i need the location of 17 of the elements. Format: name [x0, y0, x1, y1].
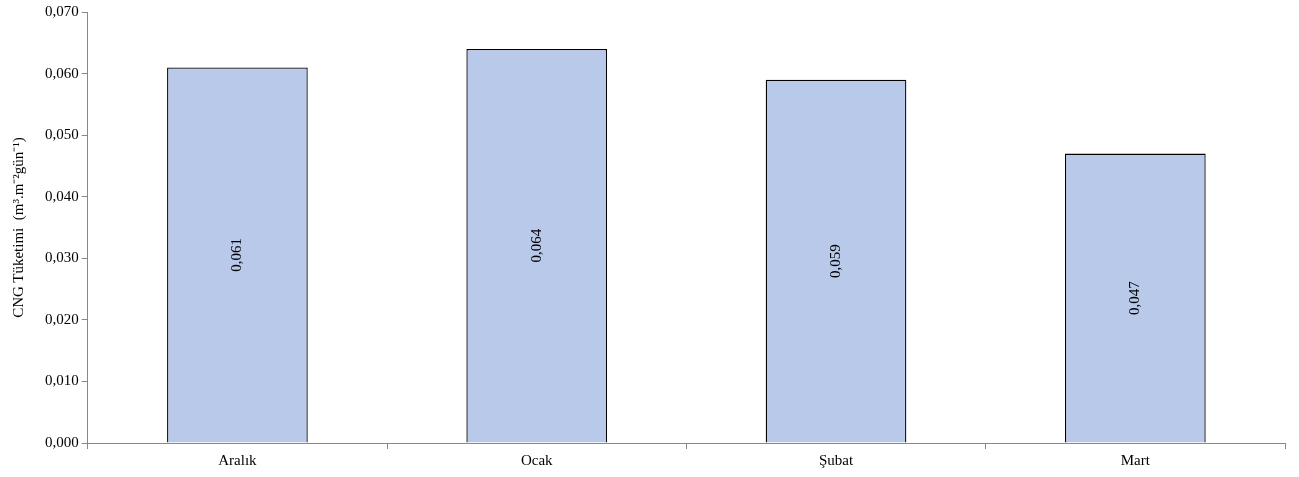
y-tick-label: 0,030: [45, 249, 79, 266]
x-tick-label: Ocak: [520, 451, 554, 468]
y-tick-label: 0,000: [45, 433, 79, 450]
data-label: 0,064: [527, 228, 544, 263]
data-label: 0,059: [826, 244, 843, 278]
data-label: 0,061: [228, 238, 245, 272]
y-tick-label: 0,010: [45, 372, 79, 389]
x-tick-label: Şubat: [818, 451, 854, 468]
y-tick-label: 0,070: [45, 2, 79, 19]
y-axis-title: CNG Tüketimi (m³.m⁻²gün⁻¹): [9, 137, 27, 318]
x-tick-label: Aralık: [218, 451, 258, 468]
y-tick-label: 0,050: [45, 126, 79, 143]
x-tick-label: Mart: [1120, 451, 1151, 468]
data-label: 0,047: [1126, 280, 1143, 315]
y-tick-label: 0,040: [45, 187, 79, 204]
y-tick-label: 0,020: [45, 310, 79, 327]
y-tick-label: 0,060: [45, 64, 79, 81]
